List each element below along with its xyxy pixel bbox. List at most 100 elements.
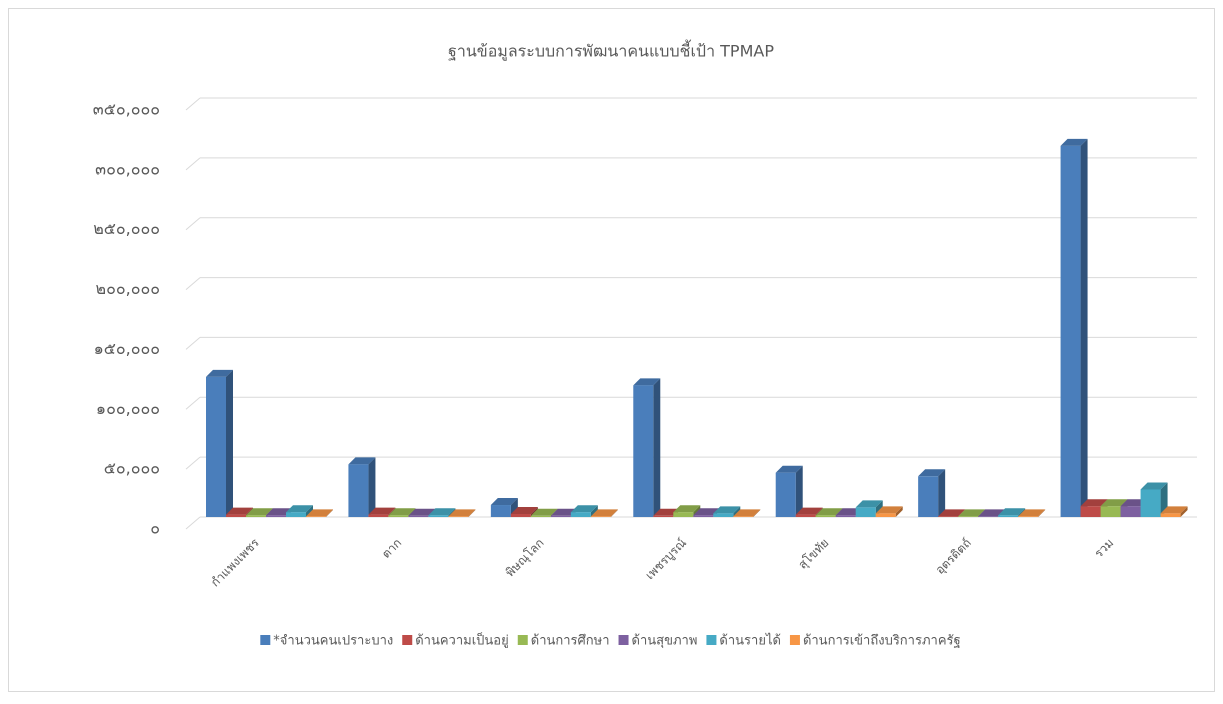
bar-top: [855, 500, 883, 508]
bar-front: [266, 515, 286, 517]
bar: [490, 498, 518, 517]
bar-front: [958, 516, 979, 517]
bar-top: [775, 465, 803, 473]
bar: [1060, 138, 1088, 517]
chart-title: ฐานข้อมูลระบบการพัฒนาคนแบบชี้เป้า TPMAP: [448, 40, 774, 62]
bar-top: [590, 509, 618, 517]
bar-top: [815, 508, 843, 516]
legend-label: ด้านการศึกษา: [531, 634, 610, 649]
y-tick-label: ๓๐๐,๐๐๐: [95, 159, 160, 178]
bar: [875, 506, 903, 517]
legend-swatch: [618, 635, 629, 645]
bar: [286, 505, 313, 517]
bar: [633, 378, 661, 517]
grid-line-depth: [185, 337, 201, 350]
bar-top: [428, 508, 456, 516]
bar-top: [306, 509, 333, 517]
bar-side: [368, 457, 376, 517]
bar-front: [938, 516, 959, 517]
bar-front: [246, 515, 266, 517]
legend-label: ด้านความเป็นอยู่: [415, 631, 509, 649]
bar-front: [713, 513, 734, 517]
bar-top: [510, 507, 538, 515]
grid-line-depth: [185, 277, 201, 290]
legend-label: *จำนวนคนเปราะบาง: [273, 634, 393, 649]
bar-front: [368, 514, 389, 517]
y-tick-label: ๑๐๐,๐๐๐: [96, 399, 160, 418]
bar-top: [246, 508, 273, 516]
bar-top: [226, 507, 253, 515]
bar-top: [1100, 499, 1128, 507]
bar-top: [490, 498, 518, 506]
bar-top: [348, 457, 376, 465]
bar-front: [590, 516, 611, 517]
bar-top: [733, 509, 761, 517]
bar-front: [550, 515, 571, 517]
legend-swatch: [402, 635, 413, 645]
legend-swatch: [260, 635, 271, 645]
bar: [733, 509, 761, 517]
grid-line-depth: [185, 217, 201, 231]
bar-front: [633, 385, 654, 517]
bar-top: [938, 509, 966, 517]
bar-side: [753, 509, 761, 517]
bar-front: [1080, 506, 1101, 517]
bar-top: [368, 507, 396, 515]
bar: [306, 509, 333, 517]
bar-front: [1160, 513, 1181, 517]
legend-swatch: [789, 635, 800, 645]
bar-top: [388, 508, 416, 516]
bar: [713, 506, 741, 517]
bar-top: [530, 508, 558, 516]
bar-front: [855, 507, 876, 517]
bar-side: [1038, 509, 1046, 517]
bar-front: [775, 472, 796, 517]
bar-front: [835, 515, 856, 517]
bar-front: [978, 516, 999, 517]
bar: [1018, 509, 1046, 517]
bar-top: [448, 509, 476, 517]
grid-line-depth: [185, 516, 201, 530]
legend-swatch: [706, 635, 717, 645]
bar: [348, 457, 376, 517]
bar: [775, 465, 803, 517]
y-tick-label: ๒๐๐,๐๐๐: [96, 279, 160, 298]
bar-front: [570, 512, 591, 517]
y-tick-label: ๑๕๐,๐๐๐: [94, 339, 160, 358]
y-tick-label: ๕๐,๐๐๐: [104, 459, 160, 478]
bar-side: [795, 465, 803, 517]
bar-top: [570, 505, 598, 513]
bar-side: [306, 505, 313, 517]
bar-front: [1120, 506, 1141, 517]
bar-top: [978, 509, 1006, 517]
bar-front: [510, 514, 531, 517]
bar-front: [1060, 145, 1081, 517]
bar-front: [795, 514, 816, 517]
bar: [1160, 506, 1188, 517]
bar-top: [958, 509, 986, 517]
bar-top: [1060, 138, 1088, 146]
bar-front: [286, 512, 306, 517]
bar-top: [918, 469, 946, 477]
bar: [1140, 482, 1168, 517]
bar-front: [448, 516, 469, 517]
bar-side: [510, 498, 518, 517]
bar-front: [1140, 489, 1161, 517]
bar-top: [633, 378, 661, 386]
bar-front: [490, 505, 511, 517]
legend-swatch: [517, 635, 528, 645]
bar-front: [875, 513, 896, 517]
bar-side: [1180, 506, 1188, 517]
y-tick-label: ๒๕๐,๐๐๐: [93, 219, 160, 238]
bar-side: [468, 509, 476, 517]
bar-front: [1100, 506, 1121, 517]
bar-front: [733, 516, 754, 517]
bar-top: [206, 369, 233, 377]
bar-front: [530, 515, 551, 517]
legend-label: ด้านสุขภาพ: [632, 634, 698, 649]
bar-side: [895, 506, 903, 517]
y-tick-label: ๓๕๐,๐๐๐: [93, 100, 160, 119]
grid-line-depth: [185, 396, 201, 410]
bar-front: [1018, 516, 1039, 517]
